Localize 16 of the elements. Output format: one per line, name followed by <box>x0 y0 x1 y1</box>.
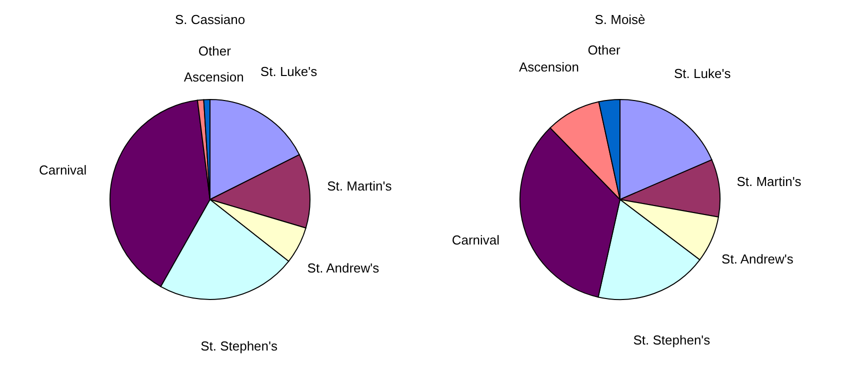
slice-label: St. Stephen's <box>633 332 711 348</box>
slice-label: St. Andrew's <box>307 260 380 276</box>
chart-title: S. Moisè <box>594 12 646 27</box>
slice-label: Carnival <box>38 162 87 178</box>
slice-label: St. Martin's <box>327 178 392 194</box>
slice-label: Ascension <box>518 59 579 74</box>
slice-label: Other <box>198 44 232 59</box>
slice-label: Ascension <box>184 70 244 85</box>
slice-label: Carnival <box>452 232 500 248</box>
slice-label: St. Martin's <box>736 174 802 190</box>
chart-title: S. Cassiano <box>174 12 246 27</box>
slice-label: St. Luke's <box>674 66 732 82</box>
slice-label: Other <box>588 42 621 58</box>
slice-label: St. Andrew's <box>722 252 794 267</box>
slice-label: St. Stephen's <box>200 338 278 354</box>
slice-label: St. Luke's <box>260 64 318 79</box>
